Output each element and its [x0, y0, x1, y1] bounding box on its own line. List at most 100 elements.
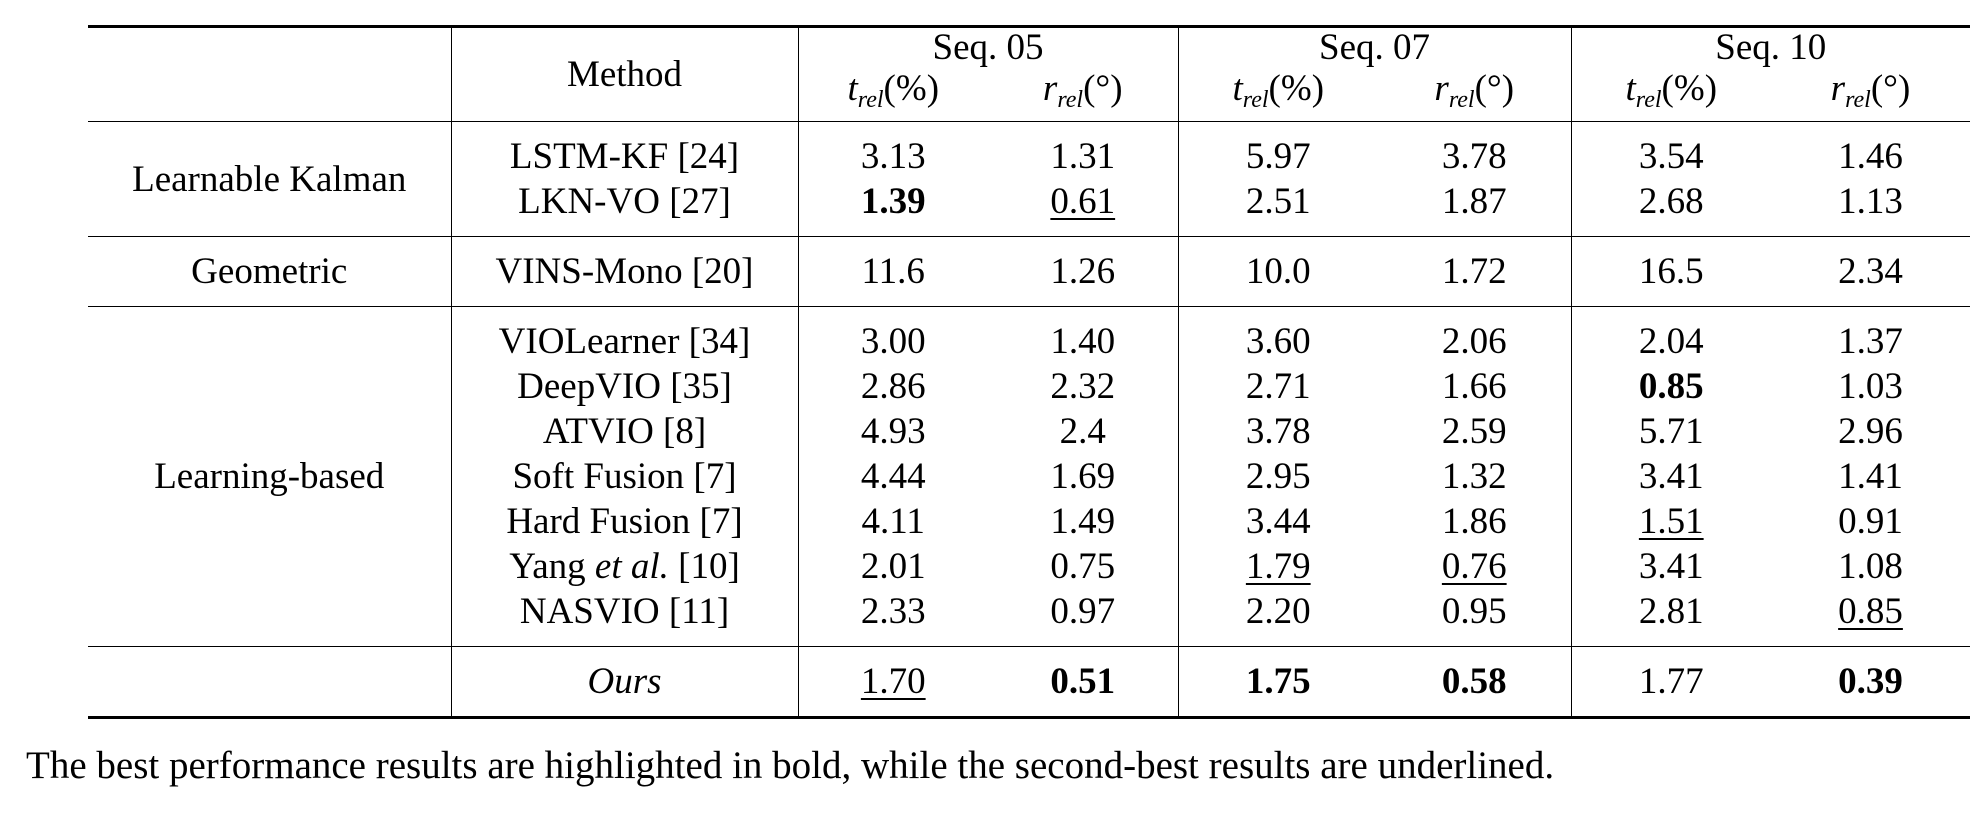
value-text: 2.81 [1638, 591, 1704, 632]
header-metric: rrel(°) [1378, 68, 1571, 122]
header-category-cell [88, 25, 451, 122]
value-cell: 1.69 [988, 454, 1178, 499]
value-text: 1.70 [860, 661, 926, 702]
value-text: 4.93 [860, 411, 926, 452]
section-gap [88, 646, 1970, 659]
value-cell: 3.41 [1570, 454, 1771, 499]
value-cell: 2.68 [1570, 179, 1771, 224]
value-cell: 1.86 [1378, 499, 1571, 544]
section-gap [88, 224, 1970, 237]
value-text: 0.39 [1838, 661, 1903, 702]
value-text: 0.95 [1441, 591, 1507, 632]
value-cell: 1.31 [988, 134, 1178, 179]
value-text: 1.69 [1050, 456, 1116, 497]
value-text: 2.33 [860, 591, 926, 632]
value-cell: 3.13 [797, 134, 988, 179]
metric-symbol: t [1232, 68, 1243, 109]
value-text: 0.58 [1441, 661, 1507, 702]
value-text: 1.79 [1245, 546, 1311, 587]
value-text: 2.4 [1059, 411, 1106, 452]
value-text: 3.78 [1245, 411, 1311, 452]
table-row: LKN-VO [27] 1.39 0.61 2.51 1.87 2.68 1.13 [88, 179, 1970, 224]
metric-unit: (°) [1474, 68, 1515, 109]
value-cell: 3.00 [797, 319, 988, 364]
header-method: Method [450, 25, 798, 122]
method-cell: ATVIO [8] [450, 409, 798, 454]
table-row: Soft Fusion [7] 4.44 1.69 2.95 1.32 3.41 1.41 [88, 454, 1970, 499]
value-text: 0.76 [1441, 546, 1507, 587]
value-cell: 2.04 [1570, 319, 1771, 364]
value-text: 1.86 [1441, 501, 1507, 542]
value-cell: 3.54 [1570, 134, 1771, 179]
value-cell: 0.75 [988, 544, 1178, 589]
value-text: 2.68 [1638, 181, 1704, 222]
section-gap [88, 634, 1970, 647]
value-cell: 0.51 [988, 659, 1178, 704]
category-label: Learning-based [154, 456, 385, 497]
value-text: 2.04 [1638, 321, 1704, 362]
value-text: 3.41 [1638, 546, 1704, 587]
value-cell: 1.08 [1771, 544, 1970, 589]
metric-subscript: rel [1448, 87, 1475, 113]
value-text: 1.32 [1441, 456, 1507, 497]
value-cell: 2.81 [1570, 589, 1771, 634]
value-text: 1.40 [1050, 321, 1116, 362]
value-text: 16.5 [1638, 251, 1704, 292]
value-text: 1.66 [1441, 366, 1507, 407]
header-row-groups: Method Seq. 05 Seq. 07 Seq. 10 [88, 25, 1970, 122]
method-text-part: Yang [509, 546, 595, 587]
value-cell: 3.78 [1378, 134, 1571, 179]
table-row: Learnable Kalman LSTM-KF [24] 3.13 1.31 5.97… [88, 134, 1970, 200]
value-text: 10.0 [1245, 251, 1311, 292]
value-cell: 3.41 [1570, 544, 1771, 589]
metric-subscript: rel [857, 87, 884, 113]
table-row: Geometric VINS-Mono [20] 11.6 1.26 10.0 1.72 1… [88, 249, 1970, 294]
value-cell: 1.13 [1771, 179, 1970, 224]
value-cell: 0.91 [1771, 499, 1970, 544]
value-text: 3.44 [1245, 501, 1311, 542]
value-cell: 1.79 [1177, 544, 1378, 589]
value-cell: 2.96 [1771, 409, 1970, 454]
results-table-container: Method Seq. 05 Seq. 07 Seq. 10 trel(%) rrel(°… [88, 25, 1970, 719]
value-cell: 4.11 [797, 499, 988, 544]
value-cell: 10.0 [1177, 249, 1378, 294]
value-text: 3.54 [1638, 136, 1704, 177]
value-cell: 2.32 [988, 364, 1178, 409]
table-row: NASVIO [11] 2.33 0.97 2.20 0.95 2.81 0.85 [88, 589, 1970, 634]
metric-symbol: r [1042, 68, 1058, 109]
value-cell: 3.44 [1177, 499, 1378, 544]
value-cell: 2.71 [1177, 364, 1378, 409]
value-cell: 0.61 [988, 179, 1178, 224]
header-metric: rrel(°) [1771, 68, 1970, 122]
category-label [88, 659, 451, 704]
value-cell: 1.75 [1177, 659, 1378, 704]
table-row: DeepVIO [35] 2.86 2.32 2.71 1.66 0.85 1.03 [88, 364, 1970, 409]
value-cell: 2.95 [1177, 454, 1378, 499]
table-row: Yang et al. [10] 2.01 0.75 1.79 0.76 3.41 1.08 [88, 544, 1970, 589]
method-cell: Hard Fusion [7] [450, 499, 798, 544]
value-text: 3.78 [1441, 136, 1507, 177]
value-cell: 1.66 [1378, 364, 1571, 409]
metric-unit: (%) [1661, 68, 1718, 109]
value-text: 0.51 [1050, 661, 1116, 702]
header-metric: trel(%) [1177, 68, 1378, 122]
metric-subscript: rel [1845, 87, 1871, 113]
value-text: 1.46 [1838, 136, 1903, 177]
value-text: 1.77 [1638, 661, 1704, 702]
method-cell: Yang et al. [10] [450, 544, 798, 589]
value-cell: 1.51 [1570, 499, 1771, 544]
value-text: 2.59 [1441, 411, 1507, 452]
value-cell: 2.34 [1771, 249, 1970, 294]
value-text: 1.72 [1441, 251, 1507, 292]
value-cell: 1.39 [797, 179, 988, 224]
value-text: 1.87 [1441, 181, 1507, 222]
metric-unit: (%) [1268, 68, 1325, 109]
section-gap [88, 236, 1970, 249]
header-row-metrics: trel(%) rrel(°) trel(%) rrel(°) trel(%) rrel(… [88, 68, 1970, 122]
value-cell: 1.49 [988, 499, 1178, 544]
value-cell: 0.85 [1570, 364, 1771, 409]
value-text: 1.08 [1838, 546, 1903, 587]
method-cell: LKN-VO [27] [450, 179, 798, 224]
value-text: 0.75 [1050, 546, 1116, 587]
method-text-part: [10] [668, 546, 740, 587]
